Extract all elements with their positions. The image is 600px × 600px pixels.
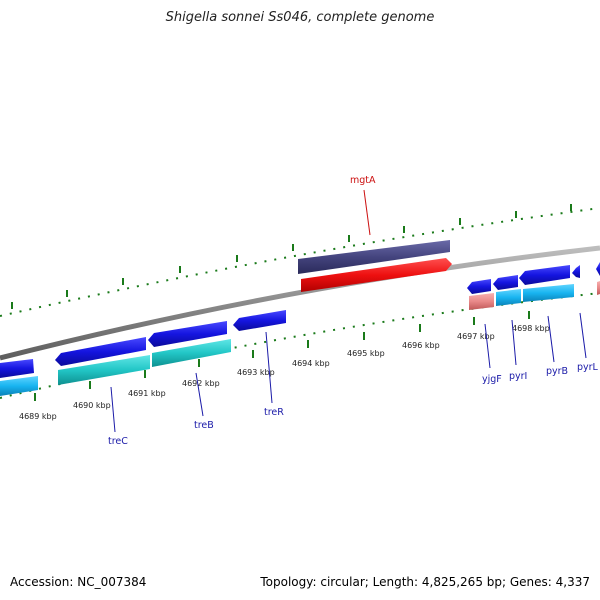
scale-label: 4691 kbp <box>128 389 166 398</box>
treB-leader <box>195 372 204 417</box>
treC-gene-feature[interactable] <box>58 355 150 385</box>
reverse-gene-features <box>0 281 600 396</box>
pyrL-cds-feature[interactable] <box>572 265 580 278</box>
mgtA-leader <box>363 189 371 236</box>
gene-label-treR[interactable]: treR <box>264 407 284 418</box>
scale-label: 4698 kbp <box>512 324 550 333</box>
scale-label: 4689 kbp <box>19 412 57 421</box>
yjgF-pseudo-feature[interactable] <box>469 293 494 310</box>
map-title: Shigella sonnei Ss046, complete genome <box>165 10 435 25</box>
pyrI-leader <box>511 319 517 366</box>
gene-label-treC[interactable]: treC <box>108 436 128 447</box>
gene-feature-rightmost[interactable] <box>597 281 600 295</box>
genome-backbone <box>0 245 600 361</box>
treB-gene-feature[interactable] <box>152 339 231 367</box>
scale-label: 4696 kbp <box>402 341 440 350</box>
treC-cds-feature[interactable] <box>55 337 146 366</box>
mgtA-gene-feature[interactable] <box>298 240 450 274</box>
cds-feature-leftmost[interactable] <box>0 359 34 378</box>
cds-feature-rightmost[interactable] <box>596 262 600 276</box>
gene-feature-leftmost[interactable] <box>0 376 38 396</box>
pyrI-gene-feature[interactable] <box>496 289 521 306</box>
outer-major-ticks <box>11 204 572 309</box>
reverse-cds-features <box>0 262 600 378</box>
pyrB-gene-feature[interactable] <box>523 284 574 302</box>
scale-label: 4693 kbp <box>237 368 275 377</box>
gene-label-pyrI[interactable]: pyrI <box>509 371 527 382</box>
treB-cds-feature[interactable] <box>148 321 227 347</box>
gene-labels: mgtA treC treB treR yjgF pyrI pyrB pyrL <box>108 175 599 447</box>
inner-major-ticks <box>34 311 530 401</box>
gene-label-yjgF[interactable]: yjgF <box>482 374 502 385</box>
yjgF-cds-feature[interactable] <box>467 279 491 294</box>
label-leaders <box>110 189 587 433</box>
gene-label-pyrL[interactable]: pyrL <box>577 362 599 373</box>
pyrI-cds-feature[interactable] <box>493 275 518 290</box>
scale-label: 4695 kbp <box>347 349 385 358</box>
gene-label-pyrB[interactable]: pyrB <box>546 366 568 377</box>
yjgF-leader <box>484 323 491 369</box>
accession-text: Accession: NC_007384 <box>10 575 147 589</box>
treR-cds-feature[interactable] <box>233 310 286 331</box>
pyrB-leader <box>547 315 555 363</box>
gene-label-mgtA[interactable]: mgtA <box>350 175 376 186</box>
scale-label: 4690 kbp <box>73 401 111 410</box>
pyrL-leader <box>579 312 587 359</box>
treR-leader <box>265 331 273 404</box>
pyrB-cds-feature[interactable] <box>519 265 570 285</box>
scale-labels: 4689 kbp 4690 kbp 4691 kbp 4692 kbp 4693… <box>19 324 550 421</box>
scale-label: 4692 kbp <box>182 379 220 388</box>
gene-label-treB[interactable]: treB <box>194 420 214 431</box>
genome-info-text: Topology: circular; Length: 4,825,265 bp… <box>260 575 590 589</box>
treC-leader <box>110 386 116 433</box>
scale-label: 4697 kbp <box>457 332 495 341</box>
forward-features <box>298 240 452 292</box>
scale-label: 4694 kbp <box>292 359 330 368</box>
mgtA-cds-feature[interactable] <box>301 258 452 292</box>
